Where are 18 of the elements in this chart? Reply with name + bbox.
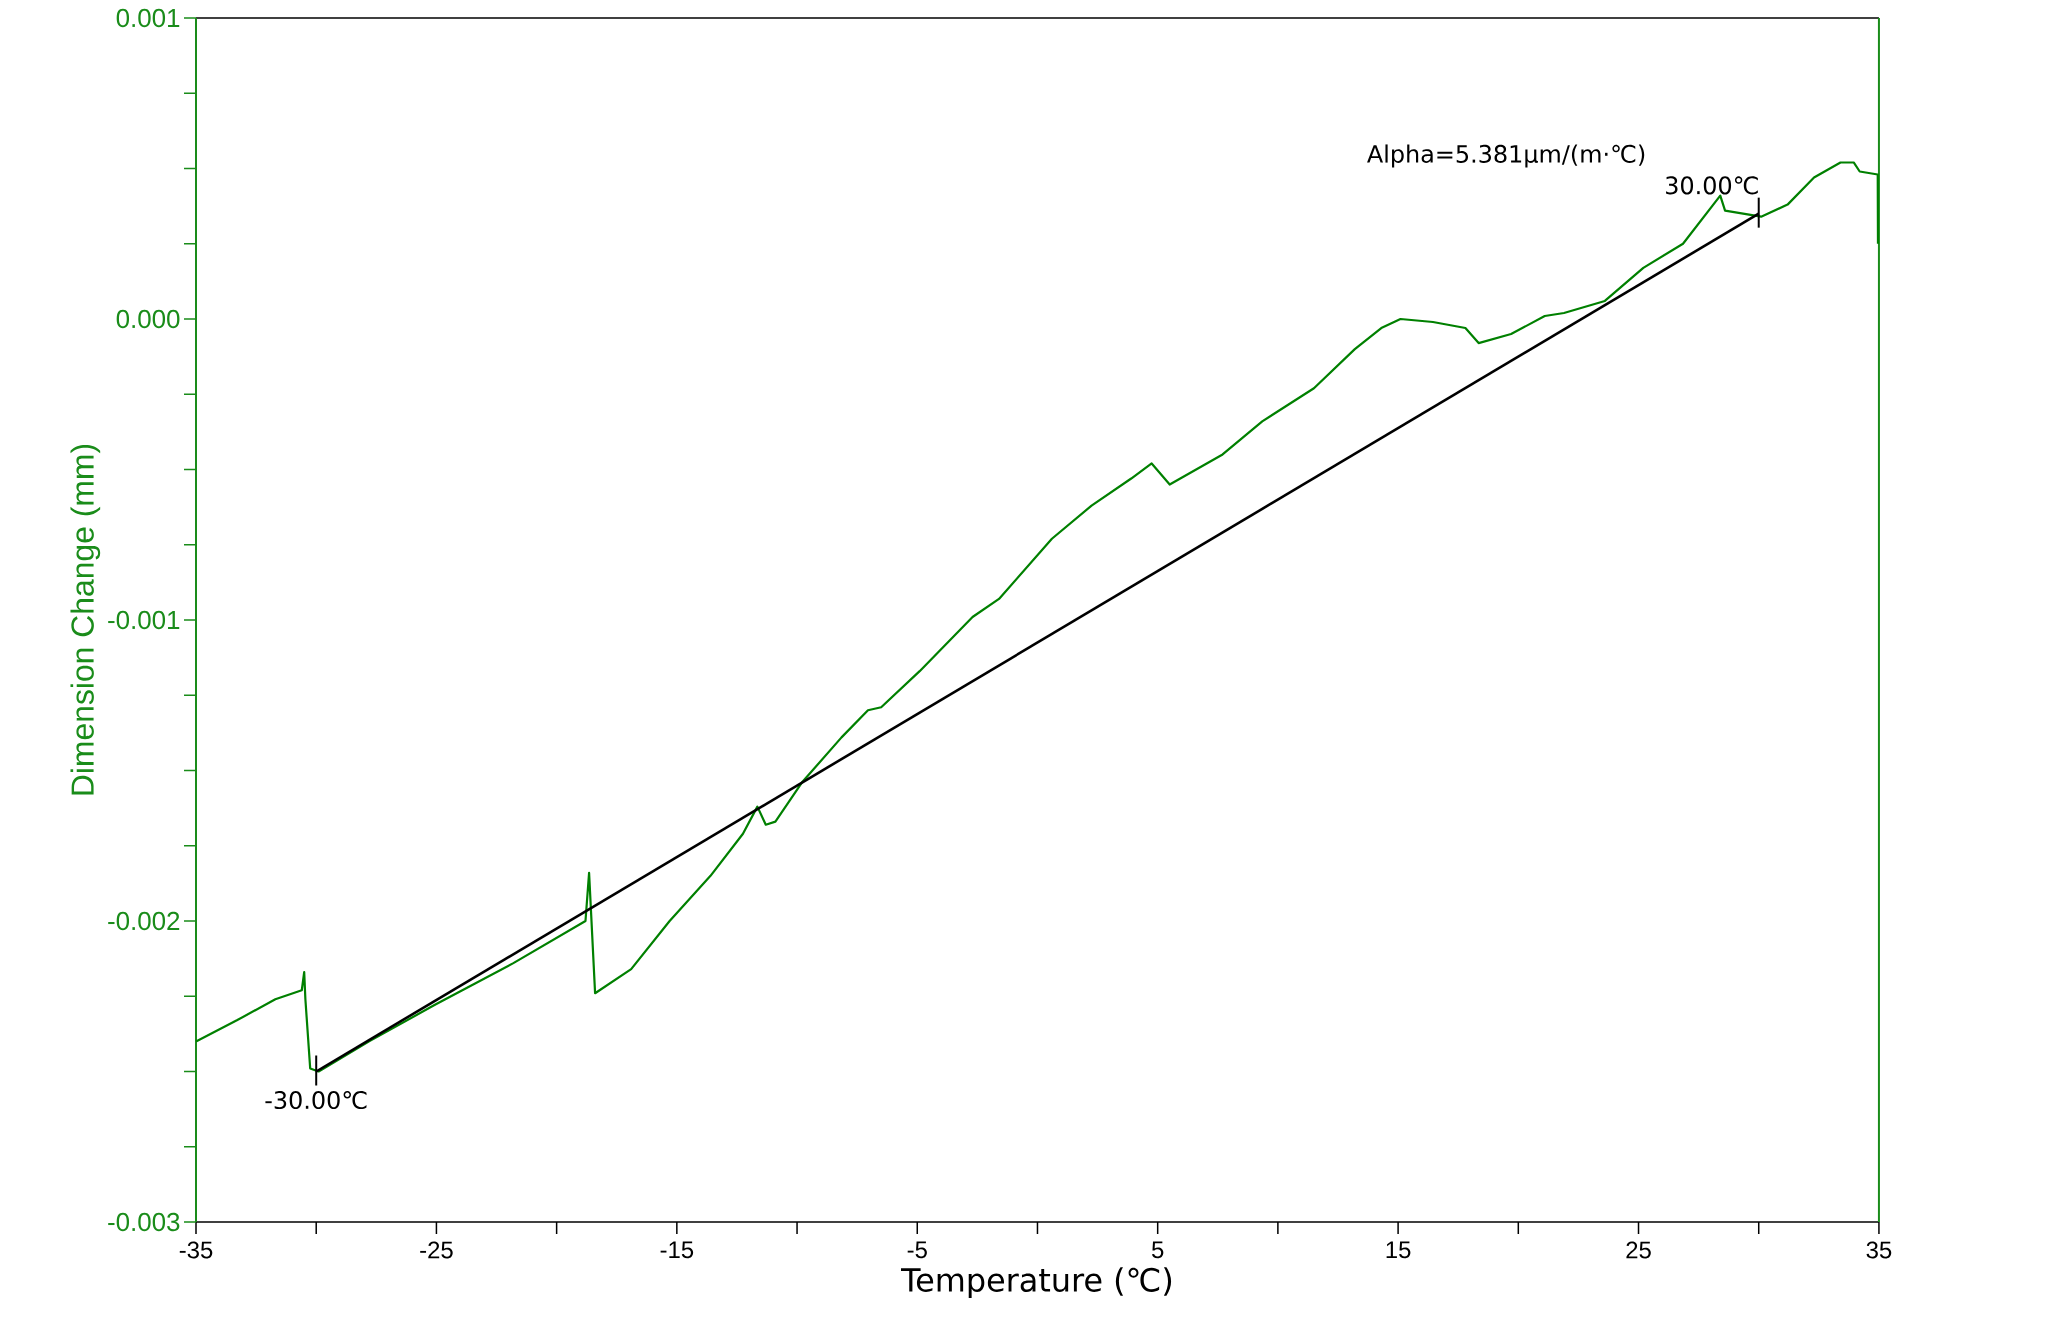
- x-tick-label: -5: [907, 1241, 927, 1259]
- y-tick-label: -0.003: [108, 1212, 180, 1232]
- x-tick-label: 5: [1151, 1241, 1164, 1259]
- annotation: -30.00℃: [265, 1091, 367, 1110]
- annotation: 30.00℃: [1666, 176, 1758, 195]
- x-tick-label: -35: [179, 1241, 213, 1259]
- x-tick-label: 15: [1386, 1241, 1411, 1259]
- x-axis-title: Temperature (℃): [900, 1267, 1172, 1299]
- y-tick-label: -0.001: [108, 610, 180, 630]
- y-axis-title: Dimension Change (mm): [70, 444, 101, 795]
- x-tick-label: 35: [1866, 1241, 1892, 1259]
- x-tick-label: -25: [420, 1241, 453, 1259]
- y-tick-label: 0.000: [116, 309, 180, 329]
- y-tick-label: -0.002: [108, 911, 180, 931]
- y-tick-label: 0.001: [116, 8, 180, 28]
- x-tick-label: -15: [660, 1241, 694, 1259]
- x-tick-label: 25: [1626, 1241, 1651, 1259]
- annotation: Alpha=5.381μm/(m·℃): [1367, 144, 1645, 168]
